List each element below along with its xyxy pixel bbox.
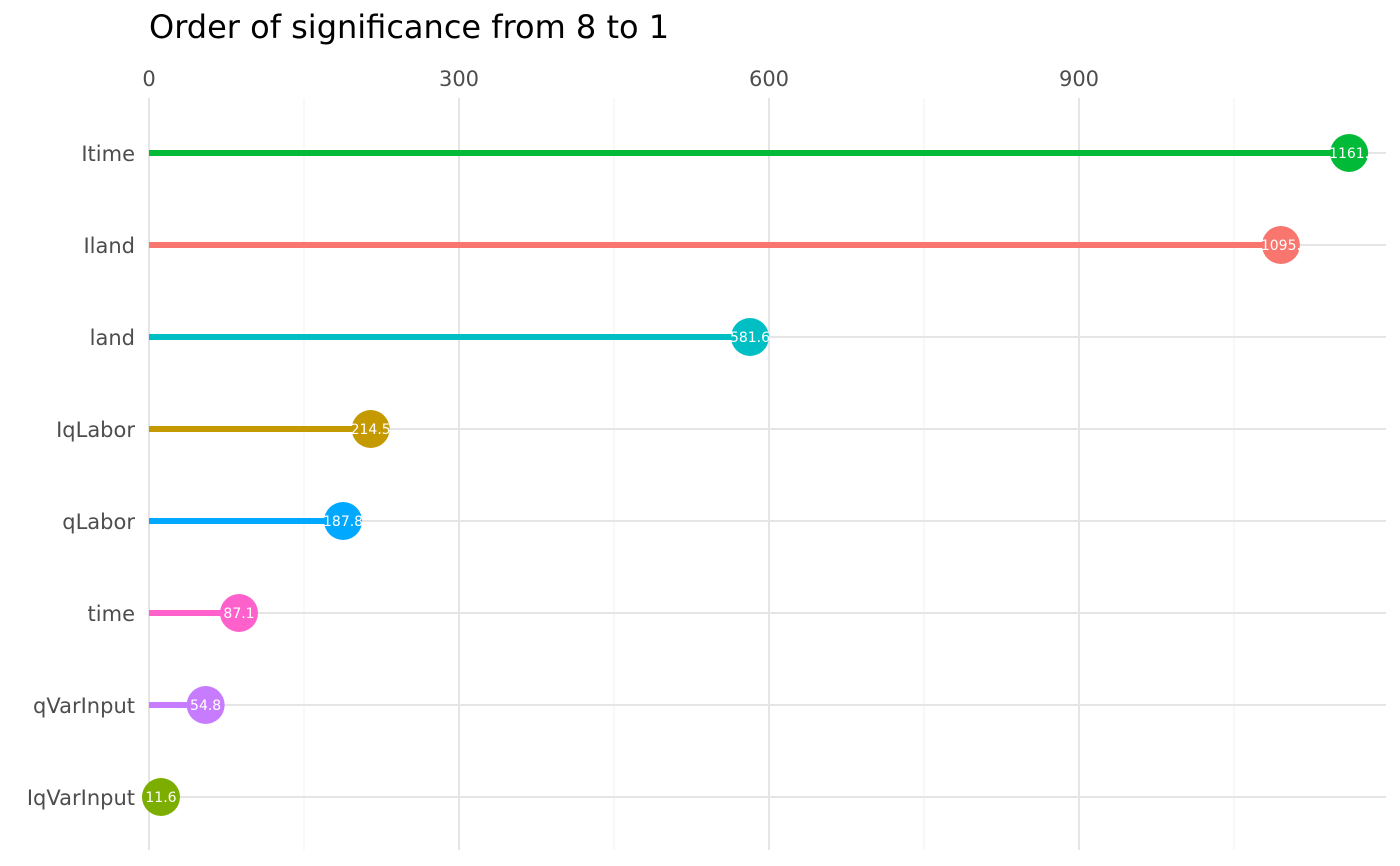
lollipop-point xyxy=(220,594,259,632)
y-category-label: Iland xyxy=(83,234,135,258)
data-value-label: 1095. xyxy=(1261,238,1301,254)
data-value-label: 187.8 xyxy=(323,514,363,530)
lollipop-marks: 1161. 1095. 581.6 214.5 187.8 87.1 54.8 11.6 xyxy=(141,134,1369,816)
lollipop-point xyxy=(730,318,769,356)
x-tick-label: 900 xyxy=(1059,67,1099,91)
lollipop-point xyxy=(141,778,180,816)
lollipop-point xyxy=(351,410,390,448)
y-category-label: qVarInput xyxy=(33,694,135,718)
chart-title: Order of significance from 8 to 1 xyxy=(149,8,670,46)
x-axis-ticks: 0 300 600 900 xyxy=(142,67,1099,91)
y-category-label: qLabor xyxy=(62,510,135,534)
x-tick-label: 300 xyxy=(439,67,479,91)
y-category-label: IqLabor xyxy=(56,418,135,442)
data-value-label: 11.6 xyxy=(145,790,176,806)
lollipop-point xyxy=(324,502,363,540)
data-value-label: 87.1 xyxy=(223,606,254,622)
lollipop-point xyxy=(1261,226,1300,264)
data-value-label: 1161. xyxy=(1329,146,1369,162)
y-axis-categories: Itime Iland land IqLabor qLabor time qVarInput… xyxy=(27,142,136,810)
y-category-label: IqVarInput xyxy=(27,786,135,810)
data-value-label: 581.6 xyxy=(730,330,770,346)
lollipop-point xyxy=(1330,134,1369,172)
x-tick-label: 600 xyxy=(749,67,789,91)
x-tick-label: 0 xyxy=(142,67,155,91)
lollipop-point xyxy=(186,686,225,724)
y-category-label: Itime xyxy=(81,142,135,166)
grid-layer xyxy=(148,98,1386,850)
y-category-label: land xyxy=(90,326,135,350)
y-category-label: time xyxy=(88,602,135,626)
data-value-label: 214.5 xyxy=(351,422,391,438)
data-value-label: 54.8 xyxy=(190,698,221,714)
